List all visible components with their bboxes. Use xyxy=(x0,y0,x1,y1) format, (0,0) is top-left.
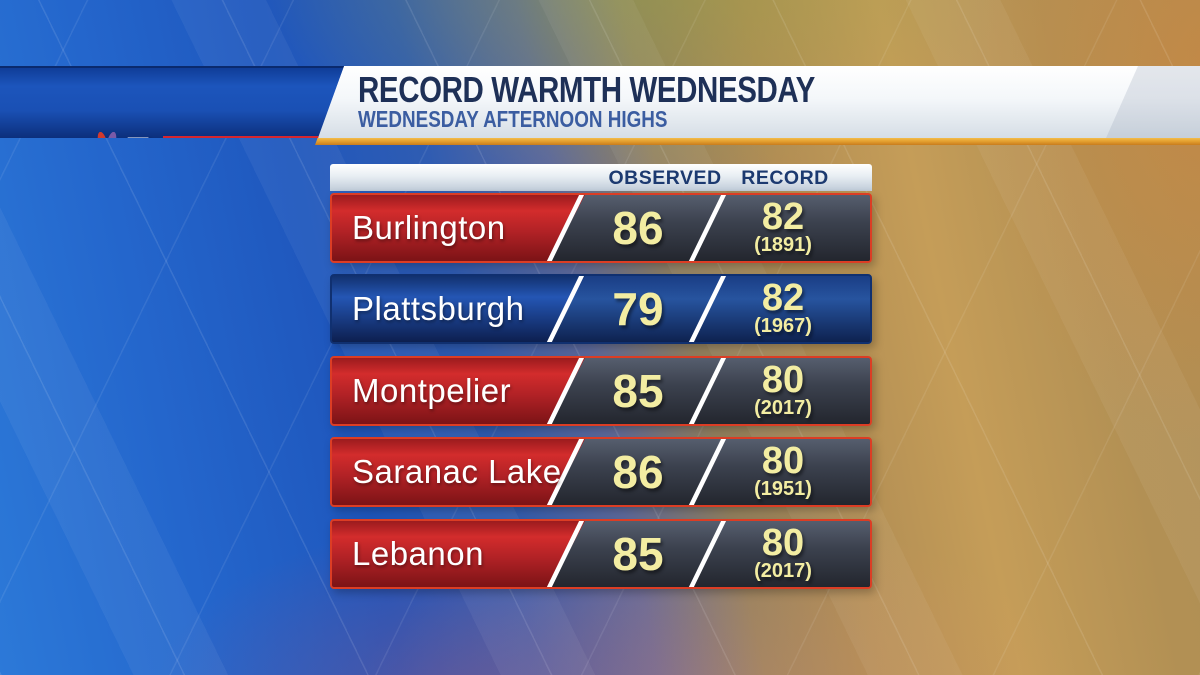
record-value: 82 xyxy=(761,277,805,319)
city-label: Montpelier xyxy=(352,372,512,409)
observed-value: 85 xyxy=(612,365,664,417)
observed-value: 79 xyxy=(612,283,664,335)
record-year: (2017) xyxy=(754,560,812,582)
record-year: (1951) xyxy=(754,478,812,500)
city-label: Burlington xyxy=(352,209,506,246)
record-block: 82 (1967) xyxy=(710,277,856,337)
record-year: (1891) xyxy=(754,234,812,256)
record-value: 80 xyxy=(761,440,805,482)
observed-value: 86 xyxy=(612,202,664,254)
column-header-record: RECORD xyxy=(741,167,829,189)
page-title: RECORD WARMTH WEDNESDAY xyxy=(358,69,815,110)
table-row-lebanon: Lebanon 85 80 (2017) xyxy=(330,519,872,589)
city-label: Lebanon xyxy=(352,535,484,572)
title-banner: RECORD WARMTH WEDNESDAY WEDNESDAY AFTERN… xyxy=(315,66,1200,145)
numbers-panel xyxy=(550,439,870,505)
record-value: 82 xyxy=(761,196,805,238)
logo-band-topline xyxy=(0,66,344,68)
numbers-panel xyxy=(550,358,870,424)
record-block: 80 (2017) xyxy=(710,522,856,582)
record-block: 80 (1951) xyxy=(710,440,856,500)
city-label: Plattsburgh xyxy=(352,290,525,327)
record-value: 80 xyxy=(761,522,805,564)
title-banner-surface: RECORD WARMTH WEDNESDAY WEDNESDAY AFTERN… xyxy=(315,66,1200,138)
record-block: 82 (1891) xyxy=(710,196,856,256)
numbers-panel xyxy=(550,195,870,261)
table-row-burlington: Burlington 86 82 (1891) xyxy=(330,193,872,263)
logo-band: NBC 5 FIRST WARNING WEATHER WeatheRate C… xyxy=(0,66,344,138)
record-year: (2017) xyxy=(754,397,812,419)
record-block: 80 (2017) xyxy=(710,359,856,419)
temps-table: OBSERVED RECORD Burlington 86 82 (1891) … xyxy=(330,164,872,590)
table-row-plattsburgh: Plattsburgh 79 82 (1967) xyxy=(330,274,872,344)
page-subtitle: WEDNESDAY AFTERNOON HIGHS xyxy=(358,106,668,132)
observed-value: 86 xyxy=(612,446,664,498)
table-row-montpelier: Montpelier 85 80 (2017) xyxy=(330,356,872,426)
observed-value: 85 xyxy=(612,528,664,580)
record-year: (1967) xyxy=(754,315,812,337)
column-header-observed: OBSERVED xyxy=(608,167,722,189)
table-row-saranac-lake: Saranac Lake 86 80 (1951) xyxy=(330,437,872,507)
gold-accent-strip xyxy=(315,138,1200,145)
numbers-panel xyxy=(550,521,870,587)
table-header: OBSERVED RECORD xyxy=(330,164,872,191)
numbers-panel xyxy=(550,276,870,342)
city-label: Saranac Lake xyxy=(352,453,562,490)
record-value: 80 xyxy=(761,359,805,401)
